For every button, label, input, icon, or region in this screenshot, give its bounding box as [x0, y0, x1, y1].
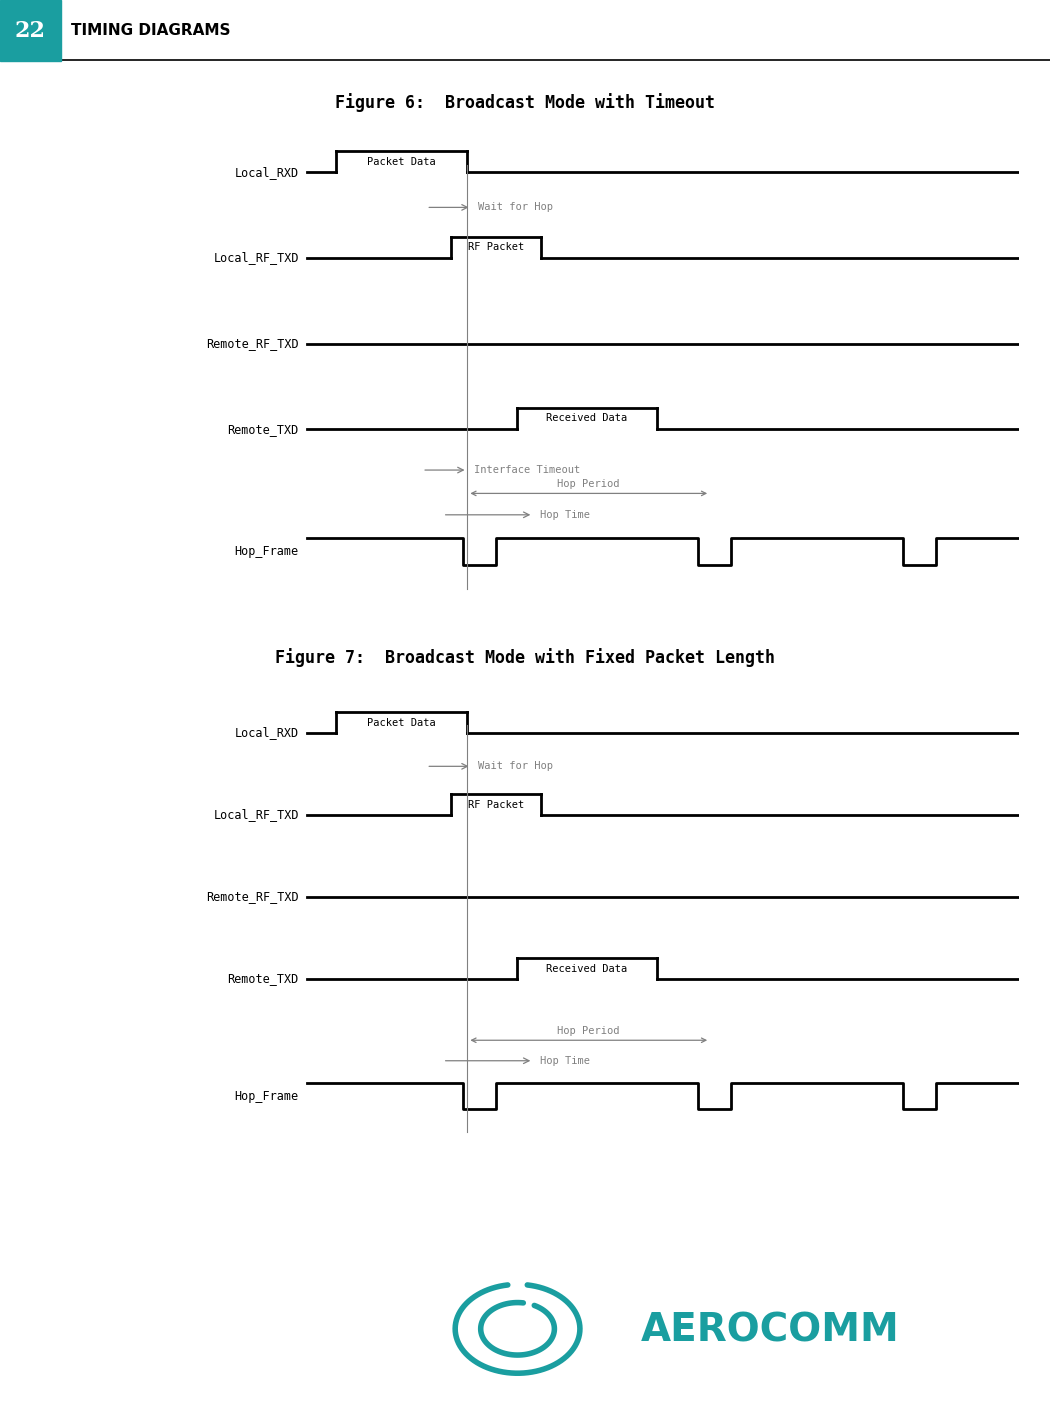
Text: Local_RF_TXD: Local_RF_TXD [213, 808, 299, 821]
Text: Hop Time: Hop Time [540, 1056, 590, 1066]
Text: Packet Data: Packet Data [368, 718, 436, 728]
Text: Hop_Frame: Hop_Frame [235, 1090, 299, 1103]
Text: 22: 22 [15, 20, 46, 41]
Bar [0, 0, 61, 61]
Text: Figure 6:  Broadcast Mode with Timeout: Figure 6: Broadcast Mode with Timeout [335, 93, 715, 111]
Text: Figure 7:  Broadcast Mode with Fixed Packet Length: Figure 7: Broadcast Mode with Fixed Pack… [275, 648, 775, 667]
Text: Packet Data: Packet Data [368, 157, 436, 167]
Text: Local_RXD: Local_RXD [235, 727, 299, 740]
Text: Remote_RF_TXD: Remote_RF_TXD [206, 338, 299, 351]
Text: Local_RXD: Local_RXD [235, 165, 299, 180]
Text: RF Packet: RF Packet [468, 242, 524, 252]
Text: Hop Period: Hop Period [558, 479, 620, 489]
Text: Remote_RF_TXD: Remote_RF_TXD [206, 891, 299, 903]
Text: Hop Period: Hop Period [558, 1026, 620, 1036]
Text: AEROCOMM: AEROCOMM [640, 1312, 899, 1349]
Text: Hop Time: Hop Time [540, 510, 590, 520]
Text: Remote_TXD: Remote_TXD [228, 972, 299, 985]
Text: Local_RF_TXD: Local_RF_TXD [213, 251, 299, 265]
Text: Interface Timeout: Interface Timeout [474, 465, 581, 475]
Text: Received Data: Received Data [546, 963, 627, 973]
Text: RF Packet: RF Packet [468, 799, 524, 809]
Text: Hop_Frame: Hop_Frame [235, 546, 299, 559]
Text: Wait for Hop: Wait for Hop [478, 202, 553, 212]
Text: Remote_TXD: Remote_TXD [228, 423, 299, 436]
Text: Received Data: Received Data [546, 413, 627, 423]
Text: Wait for Hop: Wait for Hop [478, 761, 553, 771]
Text: TIMING DIAGRAMS: TIMING DIAGRAMS [71, 23, 231, 38]
